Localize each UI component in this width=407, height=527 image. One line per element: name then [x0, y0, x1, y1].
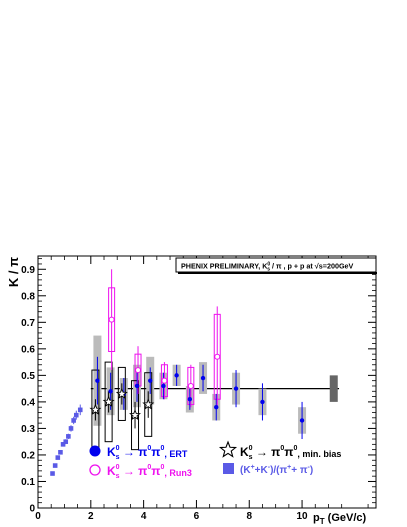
- normalization-box: [329, 375, 338, 402]
- ert-point: [134, 383, 140, 389]
- legend-entry-ert: K0 s → π0π0, ERT: [89, 445, 188, 461]
- y-tick-label: 0: [29, 504, 35, 515]
- x-tick-label: 8: [246, 511, 252, 522]
- minbias-point: [142, 398, 155, 410]
- x-tick-label: 6: [194, 511, 200, 522]
- legend-label-run3: K0 s → π0π0, Run3: [107, 464, 192, 480]
- y-tick-label: 0.9: [21, 265, 35, 276]
- title-box-shadow: [178, 272, 377, 274]
- charged-point: [73, 412, 79, 418]
- legend-marker-run3: [89, 464, 101, 476]
- charged-point: [66, 434, 71, 439]
- y-tick-label: 0.7: [21, 318, 35, 329]
- charged-point: [71, 418, 76, 423]
- legend-entry-run3: K0 s → π0π0, Run3: [89, 464, 192, 480]
- y-tick-label: 0.6: [21, 344, 35, 355]
- x-tick-label: 4: [141, 511, 147, 522]
- x-tick-label: 0: [35, 511, 41, 522]
- legend-label-charged: (K++K-)/(π++ π-): [240, 464, 313, 476]
- minbias-point: [102, 395, 115, 407]
- run3-point: [187, 382, 194, 389]
- reference-line-layer: [90, 375, 340, 402]
- run3-point: [161, 377, 168, 384]
- ert-point: [200, 375, 206, 381]
- systematic-band-layer: [91, 287, 307, 451]
- ert-point: [95, 378, 100, 383]
- ert-point: [161, 383, 166, 389]
- plot-frame-border: [37, 255, 377, 509]
- minbias-point: [115, 387, 128, 400]
- y-tick-label: 0.5: [21, 371, 35, 382]
- y-tick-label: 0.1: [21, 477, 35, 488]
- y-tick-label: 0.3: [21, 424, 35, 435]
- title-text: PHENIX PRELIMINARY, K0 s / π , p + p at √…: [181, 262, 354, 273]
- run3-point: [108, 316, 115, 323]
- charged-point: [58, 449, 63, 455]
- x-tick-label: 10: [297, 511, 309, 522]
- ert-point: [260, 399, 265, 405]
- x-tick-label: 2: [88, 511, 94, 522]
- ert-point: [299, 418, 305, 423]
- y-axis-label: K / π: [6, 257, 21, 287]
- ert-point: [174, 373, 179, 378]
- charged-point: [50, 471, 55, 476]
- legend-marker-ert: [89, 445, 101, 457]
- y-tick-label: 0.4: [21, 397, 35, 408]
- ert-point: [214, 405, 219, 410]
- x-axis-label: pT (GeV/c): [313, 512, 367, 526]
- legend-marker-minbias: [218, 440, 238, 458]
- legend-entry-minbias: K0 s → π0π0, min. bias: [218, 440, 341, 461]
- ert-point: [187, 397, 193, 402]
- run3-point: [135, 367, 142, 374]
- legend-label-ert: K0 s → π0π0, ERT: [107, 445, 188, 461]
- y-tick-label: 0.2: [21, 450, 35, 461]
- plot-frame: [37, 255, 377, 509]
- ert-point: [108, 389, 113, 394]
- y-tick-label: 0.8: [21, 291, 35, 302]
- charged-point: [77, 407, 83, 413]
- charged-point: [68, 426, 74, 431]
- run3-point: [214, 353, 221, 360]
- marker-layer: [50, 316, 305, 476]
- legend: K0 s → π0π0, ERT K0 s → π0π0, Run3 K0 s → π…: [89, 440, 341, 480]
- axis-layer: 0 0.1 0.2 0.3 0.4 0.5 0.6 0.7 0.8 0.9 0 2 4 6 8 10: [21, 256, 376, 522]
- charged-point: [63, 439, 69, 444]
- charged-point: [55, 455, 61, 460]
- legend-marker-charged: [223, 463, 234, 474]
- legend-label-minbias: K0 s → π0π0, min. bias: [240, 445, 341, 461]
- title-box: PHENIX PRELIMINARY, K0 s / π , p + p at √…: [175, 257, 377, 274]
- ert-point: [148, 378, 153, 383]
- charged-point: [60, 442, 66, 447]
- minbias-point: [89, 403, 102, 415]
- legend-entry-charged: (K++K-)/(π++ π-): [223, 463, 313, 476]
- minbias-point: [129, 408, 142, 421]
- charged-point: [52, 463, 58, 468]
- ert-point: [233, 386, 239, 391]
